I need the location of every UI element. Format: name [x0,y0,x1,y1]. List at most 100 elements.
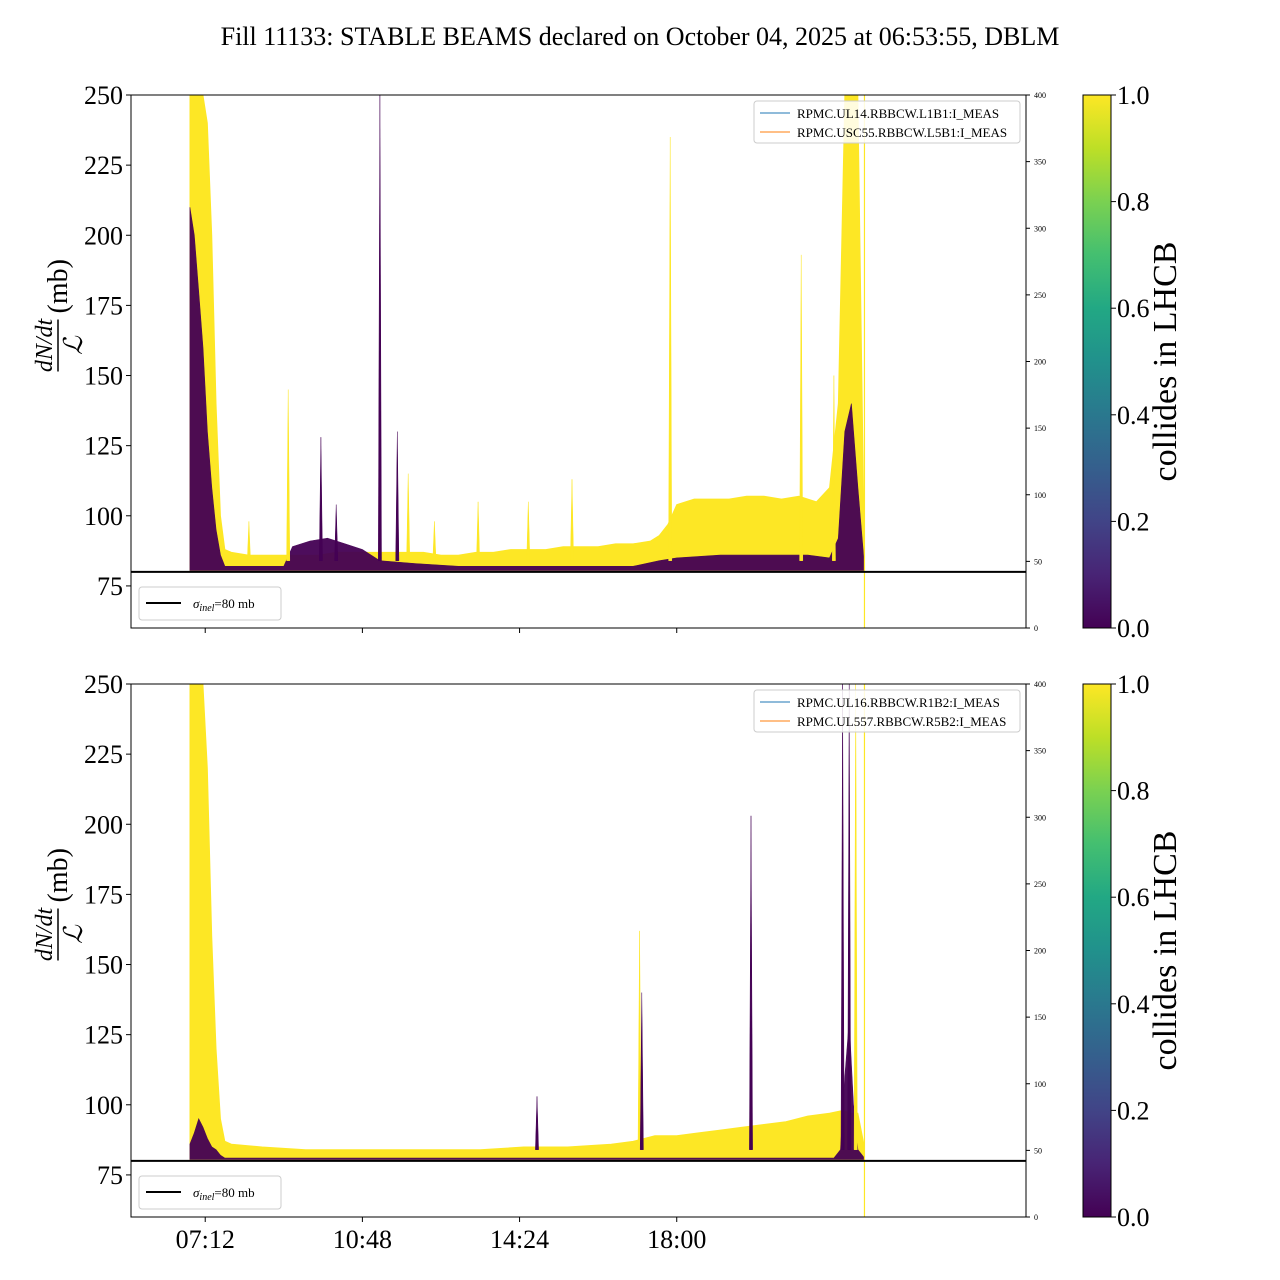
y2-tick-label: 150 [1034,1013,1046,1022]
colorbar-tick-label: 0.4 [1117,990,1150,1019]
colorbar-label: collides in LHCB [1147,831,1184,1071]
spike-9 [526,501,531,561]
spike-5 [847,684,852,1150]
purple-envelope [189,207,865,571]
y-label-unit: (mb) [43,259,74,313]
y2-tick-label: 250 [1034,291,1046,300]
legend-line-label: RPMC.UL557.RBBCW.R5B2:I_MEAS [797,714,1006,729]
y2-tick-label: 100 [1034,1080,1046,1089]
colorbar-tick-label: 0.0 [1117,614,1150,643]
colorbar-gradient [1082,683,1112,1218]
colorbar-tick-label: 0.0 [1117,1203,1150,1232]
y-tick-label: 250 [84,670,123,699]
colorbar-top: 0.0 0.2 0.4 0.6 0.8 1.0 collides in LHCB [1082,81,1184,643]
y2-tick-label: 0 [1034,624,1038,633]
y2-tick-label: 200 [1034,358,1046,367]
reference-legend [138,1175,282,1210]
axes-frame [130,683,1027,1218]
spike-8 [476,501,480,561]
y-tick-label: 75 [97,572,123,601]
y-tick-label: 150 [84,362,123,391]
sigma-value: =80 mb [214,596,254,611]
spike-6 [406,473,411,561]
colorbar-bottom: 0.0 0.2 0.4 0.6 0.8 1.0 collides in LHCB [1082,670,1184,1232]
y-tick-label: 250 [84,81,123,110]
plot-area [131,684,1026,1217]
sigma-subscript: inel [199,603,214,614]
colorbar-tick-label: 0.6 [1117,883,1150,912]
y2-tick-label: 200 [1034,947,1046,956]
y-tick-label: 75 [97,1161,123,1190]
spike-12 [799,254,804,561]
reference-legend [138,586,282,621]
spike-10 [570,479,574,561]
y-tick-label: 175 [84,291,123,320]
y2-tick-label: 250 [1034,880,1046,889]
colorbar-tick-label: 0.2 [1117,1096,1150,1125]
y2-tick-label: 0 [1034,1213,1038,1222]
y-tick-label: 200 [84,810,123,839]
spike-0 [535,1096,539,1150]
colorbar-tick-label: 1.0 [1117,81,1150,110]
spike-13 [832,375,836,561]
y-label-denominator: ℒ [59,924,88,944]
legend-line-label: RPMC.UL16.RBBCW.R1B2:I_MEAS [797,695,1000,710]
colorbar-tick-label: 0.2 [1117,507,1150,536]
sigma: σ [193,1185,200,1200]
y-tick-label: 225 [84,740,123,769]
y-label-numerator: dN/dt [32,907,58,962]
yellow-envelope [189,95,865,571]
y-tick-label: 100 [84,502,123,531]
legend-line-label: RPMC.USC55.RBBCW.L5B1:I_MEAS [797,125,1007,140]
y2-tick-label: 400 [1034,91,1046,100]
colorbar-tick-label: 0.6 [1117,294,1150,323]
reference-legend-label: σinel=80 mb [193,596,255,614]
y-tick-label: 175 [84,880,123,909]
sigma: σ [193,596,200,611]
y-tick-label: 150 [84,951,123,980]
line-legend [753,689,1021,733]
spike-4 [840,684,845,1150]
y-tick-label: 200 [84,221,123,250]
y2-tick-label: 50 [1034,557,1042,566]
spike-2 [639,992,644,1150]
colorbar-tick-label: 0.8 [1117,188,1150,217]
x-tick-label: 14:24 [490,1225,549,1254]
y-axis-label: dN/dt ℒ (mb) [32,259,88,372]
spike-6 [853,684,858,1150]
x-tick-label: 18:00 [647,1225,706,1254]
colorbar-tick-label: 0.8 [1117,777,1150,806]
spike-4 [378,95,382,561]
colorbar-tick-label: 0.4 [1117,401,1150,430]
spike-7 [432,521,437,561]
y-label-unit: (mb) [43,848,74,902]
y2-tick-label: 150 [1034,424,1046,433]
spike-5 [395,431,400,561]
spike-3 [334,504,339,561]
y2-tick-label: 50 [1034,1146,1042,1155]
sigma-value: =80 mb [214,1185,254,1200]
y-tick-label: 100 [84,1091,123,1120]
y-tick-label: 125 [84,432,123,461]
y2-tick-label: 350 [1034,158,1046,167]
y2-tick-label: 100 [1034,491,1046,500]
top-panel: 75 100 125 150 175 200 225 250 0 50 100 150 200 250 30… [32,81,1046,633]
sigma-subscript: inel [199,1192,214,1203]
spike-1 [637,930,642,1150]
spike-1 [286,389,291,561]
plot-area [131,95,1026,628]
spike-0 [247,521,251,561]
bottom-panel: 75 100 125 150 175 200 225 250 0 50 100 150 200 250 30… [32,670,1046,1254]
spike-11 [668,137,673,561]
colorbar-gradient [1082,94,1112,629]
purple-envelope [189,1020,865,1160]
legend-line-label: RPMC.UL14.RBBCW.L1B1:I_MEAS [797,106,999,121]
spike-3 [749,815,753,1150]
colorbar-tick-label: 1.0 [1117,670,1150,699]
x-tick-label: 10:48 [333,1225,392,1254]
line-legend [753,100,1021,144]
colorbar-label: collides in LHCB [1147,242,1184,482]
y2-tick-label: 300 [1034,224,1046,233]
spike-2 [319,437,323,561]
